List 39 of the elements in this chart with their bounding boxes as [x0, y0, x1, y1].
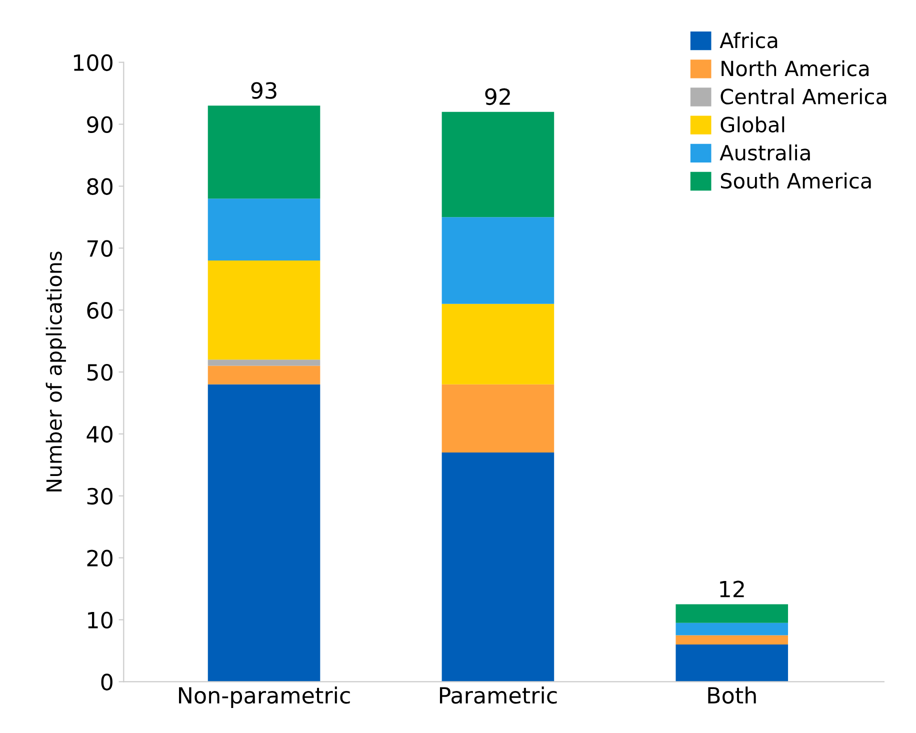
bar — [208, 360, 320, 366]
legend-label: Africa — [720, 32, 778, 48]
bar — [442, 217, 554, 304]
y-axis-title: Number of applications — [46, 252, 66, 492]
x-tick-label: Parametric — [440, 686, 557, 704]
x-tick-label: Both — [708, 686, 756, 704]
y-tick-label: 20 — [87, 550, 112, 567]
bar — [676, 604, 788, 623]
y-tick-label: 30 — [87, 488, 112, 505]
bar — [442, 384, 554, 453]
bar — [442, 112, 554, 218]
legend-label: North America — [722, 60, 869, 76]
y-tick-label: 80 — [87, 178, 112, 195]
x-tick-label: Non-parametric — [179, 686, 350, 708]
total-label: 92 — [485, 88, 510, 106]
legend-label: Australia — [720, 144, 810, 161]
y-tick-label: 40 — [86, 426, 112, 443]
y-tick-label: 90 — [87, 116, 112, 133]
legend-label: South America — [720, 172, 871, 189]
bar — [208, 260, 320, 360]
legend-label: Global — [720, 116, 784, 133]
bar — [208, 384, 320, 682]
bar — [676, 622, 788, 636]
bar — [442, 452, 554, 682]
y-tick-label: 100 — [74, 54, 112, 72]
bar — [208, 106, 320, 199]
bar — [676, 635, 788, 645]
y-tick-label: 0 — [101, 674, 112, 690]
total-label: 93 — [251, 82, 276, 99]
bar — [676, 644, 788, 682]
y-tick-label: 50 — [87, 364, 112, 381]
total-label: 12 — [720, 580, 744, 598]
y-tick-label: 70 — [87, 240, 112, 257]
legend-label: Central America — [720, 88, 886, 104]
y-tick-label: 60 — [87, 302, 112, 319]
bar — [208, 198, 320, 261]
bar — [442, 304, 554, 384]
bar — [208, 366, 320, 384]
y-tick-label: 10 — [88, 612, 112, 629]
